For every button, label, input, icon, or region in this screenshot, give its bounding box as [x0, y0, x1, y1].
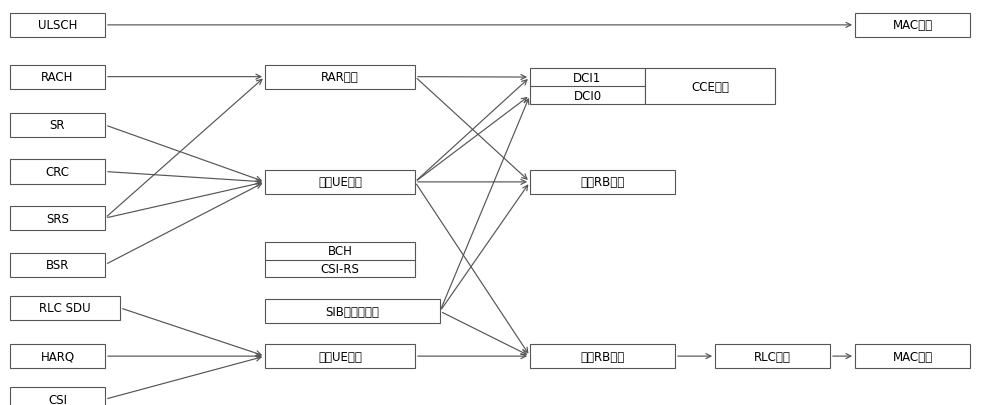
Text: CCE分配: CCE分配 — [691, 81, 729, 94]
Text: SIB等公共信道: SIB等公共信道 — [326, 305, 379, 318]
Text: BCH: BCH — [328, 245, 352, 258]
Text: RLC编码: RLC编码 — [754, 350, 791, 363]
FancyBboxPatch shape — [10, 14, 105, 38]
FancyBboxPatch shape — [265, 243, 415, 277]
FancyBboxPatch shape — [265, 65, 415, 90]
Text: MAC解码: MAC解码 — [892, 19, 933, 32]
Text: SR: SR — [50, 119, 65, 132]
Text: CRC: CRC — [46, 166, 70, 179]
FancyBboxPatch shape — [10, 65, 105, 90]
FancyBboxPatch shape — [10, 160, 105, 184]
FancyBboxPatch shape — [530, 344, 675, 368]
FancyBboxPatch shape — [265, 299, 440, 324]
FancyBboxPatch shape — [530, 171, 675, 194]
FancyBboxPatch shape — [265, 171, 415, 194]
FancyBboxPatch shape — [530, 69, 645, 105]
FancyBboxPatch shape — [10, 387, 105, 405]
Text: HARQ: HARQ — [40, 350, 75, 363]
Text: MAC编码: MAC编码 — [892, 350, 933, 363]
Text: CSI: CSI — [48, 393, 67, 405]
FancyBboxPatch shape — [10, 113, 105, 138]
FancyBboxPatch shape — [645, 69, 775, 105]
Text: ULSCH: ULSCH — [38, 19, 77, 32]
FancyBboxPatch shape — [10, 207, 105, 230]
FancyBboxPatch shape — [855, 344, 970, 368]
FancyBboxPatch shape — [855, 14, 970, 38]
FancyBboxPatch shape — [265, 344, 415, 368]
FancyBboxPatch shape — [10, 253, 105, 277]
Text: DCI1: DCI1 — [573, 71, 602, 84]
Text: 上行RB分配: 上行RB分配 — [580, 176, 625, 189]
Text: CSI-RS: CSI-RS — [321, 262, 359, 275]
Text: 下行RB分配: 下行RB分配 — [580, 350, 625, 363]
Text: DCI0: DCI0 — [573, 90, 602, 102]
Text: SRS: SRS — [46, 212, 69, 225]
FancyBboxPatch shape — [10, 296, 120, 320]
Text: BSR: BSR — [46, 258, 69, 271]
FancyBboxPatch shape — [715, 344, 830, 368]
Text: 下行UE调度: 下行UE调度 — [318, 350, 362, 363]
Text: RACH: RACH — [41, 71, 74, 84]
Text: 上行UE调度: 上行UE调度 — [318, 176, 362, 189]
FancyBboxPatch shape — [10, 344, 105, 368]
Text: RLC SDU: RLC SDU — [39, 302, 91, 315]
Text: RAR调度: RAR调度 — [321, 71, 359, 84]
